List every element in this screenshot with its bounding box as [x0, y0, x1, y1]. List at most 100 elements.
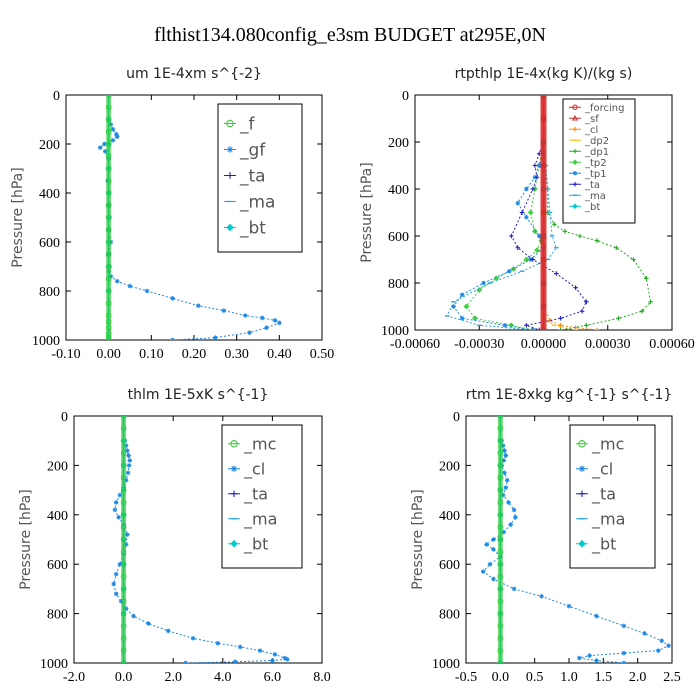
- data-point: [221, 308, 227, 313]
- data-point: [558, 315, 563, 321]
- x-tick-label: 0.00000: [521, 337, 567, 352]
- data-point: [131, 613, 136, 619]
- x-tick-label: -0.00030: [454, 337, 504, 352]
- legend-marker: [572, 104, 578, 110]
- data-point: [114, 131, 119, 137]
- legend-marker: [572, 127, 578, 132]
- series-group: [444, 95, 653, 330]
- chart-panel-3: thlm 1E-5xK s^{-1} Pressure [hPa] -2.0 0.0 2…: [18, 387, 331, 685]
- data-point: [509, 233, 514, 239]
- x-tick-label: 0.0: [492, 670, 510, 685]
- data-point: [125, 532, 130, 537]
- y-tick-label: 200: [388, 136, 409, 151]
- data-point: [558, 323, 563, 328]
- data-point: [616, 315, 621, 321]
- data-point: [536, 233, 542, 239]
- legend-label: _bt: [239, 218, 266, 238]
- data-point: [213, 335, 218, 340]
- data-point: [631, 257, 636, 262]
- y-tick-label: 0: [453, 410, 460, 425]
- data-point: [232, 659, 238, 663]
- data-point: [511, 586, 517, 592]
- y-tick-label: 400: [388, 183, 409, 198]
- zero-line-band: [106, 95, 112, 340]
- legend-label: _bt: [243, 534, 268, 554]
- data-point: [639, 308, 645, 314]
- y-tick-label: 200: [439, 459, 460, 474]
- legend-marker: [572, 149, 578, 154]
- x-tick-label: 6.0: [264, 670, 282, 685]
- x-tick-label: 0.00060: [649, 337, 695, 352]
- data-point: [536, 327, 542, 330]
- data-point: [481, 280, 486, 286]
- data-point: [566, 603, 572, 609]
- data-point: [97, 145, 103, 150]
- data-point: [594, 613, 599, 619]
- legend-marker: [230, 440, 238, 448]
- data-point: [264, 325, 269, 331]
- x-tick-label: 0.40: [267, 347, 292, 362]
- data-point: [532, 228, 538, 235]
- data-point: [506, 268, 512, 274]
- data-point: [577, 233, 583, 239]
- legend-label: _cl: [584, 125, 598, 136]
- data-point: [144, 288, 150, 294]
- data-point: [587, 653, 592, 658]
- data-point: [534, 174, 540, 180]
- data-point: [554, 271, 559, 276]
- data-point: [190, 636, 196, 641]
- data-point: [500, 443, 506, 448]
- data-point: [272, 318, 278, 323]
- panel-title: thlm 1E-5xK s^{-1}: [128, 387, 269, 403]
- data-point: [259, 315, 265, 321]
- data-point: [170, 337, 175, 340]
- x-tick-label: 2.0: [629, 670, 647, 685]
- series-line-dp1: [543, 141, 652, 330]
- legend-label: _ta: [584, 180, 600, 191]
- series-group: [97, 95, 282, 340]
- data-point: [534, 247, 540, 253]
- data-point: [146, 621, 151, 626]
- legend-marker: [578, 490, 586, 497]
- data-point: [165, 628, 171, 634]
- data-point: [511, 507, 517, 513]
- y-tick-label: 0: [402, 89, 409, 104]
- legend-label: _gf: [239, 140, 266, 160]
- legend-label: _cl: [591, 459, 613, 479]
- data-point: [551, 221, 557, 227]
- data-point: [539, 594, 544, 599]
- data-point: [621, 650, 627, 656]
- data-point: [501, 529, 507, 535]
- data-point: [666, 643, 671, 649]
- data-point: [116, 514, 121, 520]
- data-point: [579, 308, 585, 314]
- data-point: [584, 323, 589, 328]
- y-tick-label: 800: [39, 285, 60, 300]
- legend-marker: [226, 223, 234, 232]
- legend-label: _dp2: [584, 136, 609, 147]
- data-point: [515, 200, 521, 206]
- x-tick-label: 0.00: [96, 347, 121, 362]
- y-tick-label: 1000: [40, 657, 68, 672]
- legend-label: _ma: [591, 509, 625, 529]
- y-tick-label: 800: [388, 277, 409, 292]
- x-tick-label: -2.0: [63, 670, 85, 685]
- y-tick-label: 200: [47, 459, 68, 474]
- data-point: [562, 229, 568, 234]
- series-group: [480, 416, 671, 663]
- data-point: [502, 323, 508, 328]
- y-tick-label: 800: [47, 608, 68, 623]
- panel-title: rtm 1E-8xkg kg^{-1} s^{-1}: [466, 387, 673, 403]
- data-point: [491, 547, 496, 552]
- x-tick-label: 1.0: [560, 670, 578, 685]
- y-tick-label: 400: [47, 509, 68, 524]
- legend-label: _cl: [243, 459, 265, 479]
- legend-marker: [226, 119, 234, 128]
- legend-marker: [572, 171, 578, 176]
- data-point: [102, 149, 108, 154]
- data-point: [532, 163, 538, 168]
- data-point: [170, 296, 175, 301]
- legend-label: _bt: [584, 202, 600, 213]
- data-point: [502, 470, 507, 476]
- chart-panel-1: um 1E-4xm s^{-2} Pressure [hPa] -0.10 0.00 0…: [10, 66, 334, 362]
